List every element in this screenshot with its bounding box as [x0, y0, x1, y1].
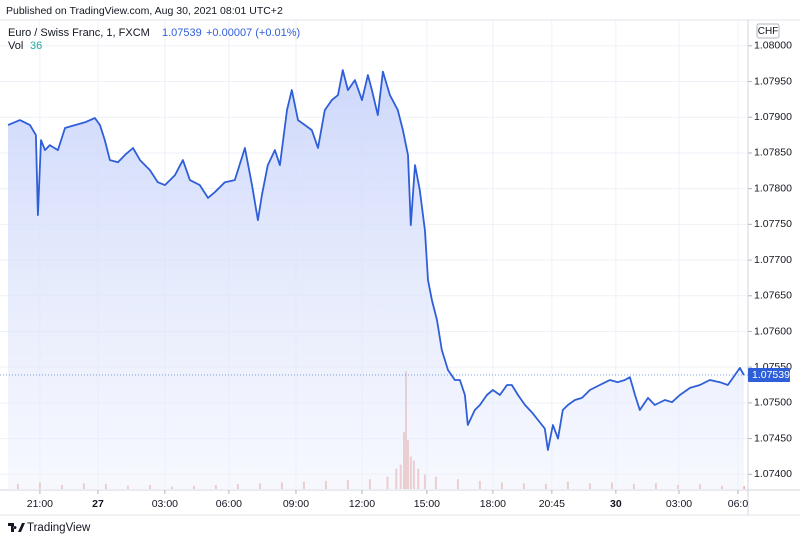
- y-tick-label: 1.07400: [754, 468, 792, 480]
- last-price-badge: [748, 368, 790, 383]
- y-tick-label: 1.07800: [754, 182, 792, 194]
- currency: CHF: [758, 26, 779, 37]
- y-tick-label: 1.07900: [754, 111, 792, 123]
- y-tick-label: 1.07850: [754, 147, 792, 159]
- x-tick-label: 12:00: [349, 498, 375, 510]
- x-tick-label: 03:00: [152, 498, 178, 510]
- x-tick-label: 06:00: [216, 498, 242, 510]
- volume-legend: Vol: [8, 40, 23, 52]
- x-tick-label: 21:00: [27, 498, 53, 510]
- publish-note: Published on TradingView.com, Aug 30, 20…: [6, 5, 283, 17]
- last-price-label: 1.07539: [752, 369, 790, 381]
- symbol-title: Euro / Swiss Franc, 1, FXCM: [8, 27, 150, 39]
- y-tick-label: 1.07950: [754, 75, 792, 87]
- area-fill: [8, 70, 744, 490]
- volume-last: 36: [30, 40, 42, 52]
- x-tick-label: 15:00: [414, 498, 440, 510]
- price-line: [7, 69, 745, 451]
- y-tick-label: 1.07600: [754, 325, 792, 337]
- y-tick-label: 1.07500: [754, 397, 792, 409]
- x-tick-label: 09:00: [283, 498, 309, 510]
- currency-box[interactable]: [756, 23, 780, 39]
- header-price: 1.07539: [162, 27, 202, 39]
- x-tick-label: 03:00: [666, 498, 692, 510]
- x-tick-label: 27: [92, 498, 104, 510]
- x-tick-label: 18:00: [480, 498, 506, 510]
- x-tick-label: 06:0: [728, 498, 749, 510]
- x-tick-label: 20:45: [539, 498, 565, 510]
- x-tick-label: 30: [610, 498, 622, 510]
- y-tick-label: 1.08000: [754, 40, 792, 52]
- y-tick-label: 1.07450: [754, 432, 792, 444]
- brand-logo: [8, 523, 25, 532]
- y-tick-label: 1.07750: [754, 218, 792, 230]
- y-tick-label: 1.07650: [754, 290, 792, 302]
- header-change: +0.00007 (+0.01%): [206, 27, 300, 39]
- brand: TradingView: [27, 522, 91, 534]
- y-tick-label: 1.07700: [754, 254, 792, 266]
